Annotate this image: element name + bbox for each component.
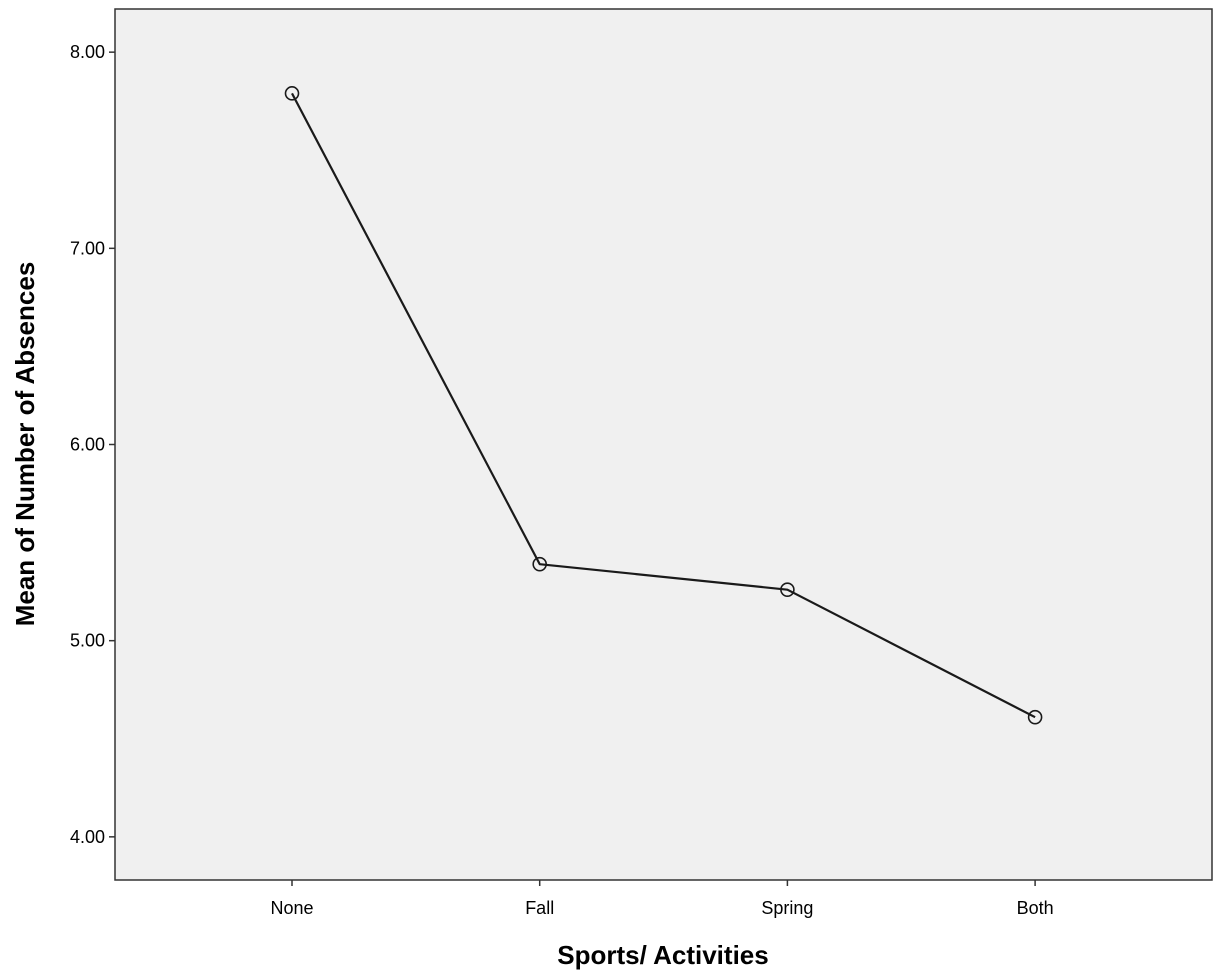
x-tick-label: None (270, 898, 313, 918)
y-tick-label: 8.00 (70, 42, 105, 62)
data-point (780, 582, 795, 597)
y-tick-label: 4.00 (70, 827, 105, 847)
x-axis-title: Sports/ Activities (557, 940, 768, 970)
y-axis-title: Mean of Number of Absences (10, 262, 40, 627)
data-point (532, 556, 548, 572)
data-series (284, 86, 1043, 725)
plot-area (114, 8, 1213, 881)
y-tick-label: 5.00 (70, 631, 105, 651)
data-point (1027, 709, 1043, 725)
x-tick-label: Both (1017, 898, 1054, 918)
x-axis: None Fall Spring Both (270, 880, 1054, 918)
y-tick-label: 6.00 (70, 435, 105, 455)
series-line (291, 92, 1036, 719)
x-tick-label: Fall (525, 898, 554, 918)
y-axis: 4.00 5.00 6.00 7.00 8.00 (70, 42, 115, 847)
data-point (284, 86, 300, 101)
y-tick-label: 7.00 (70, 238, 105, 258)
x-tick-label: Spring (761, 898, 813, 918)
